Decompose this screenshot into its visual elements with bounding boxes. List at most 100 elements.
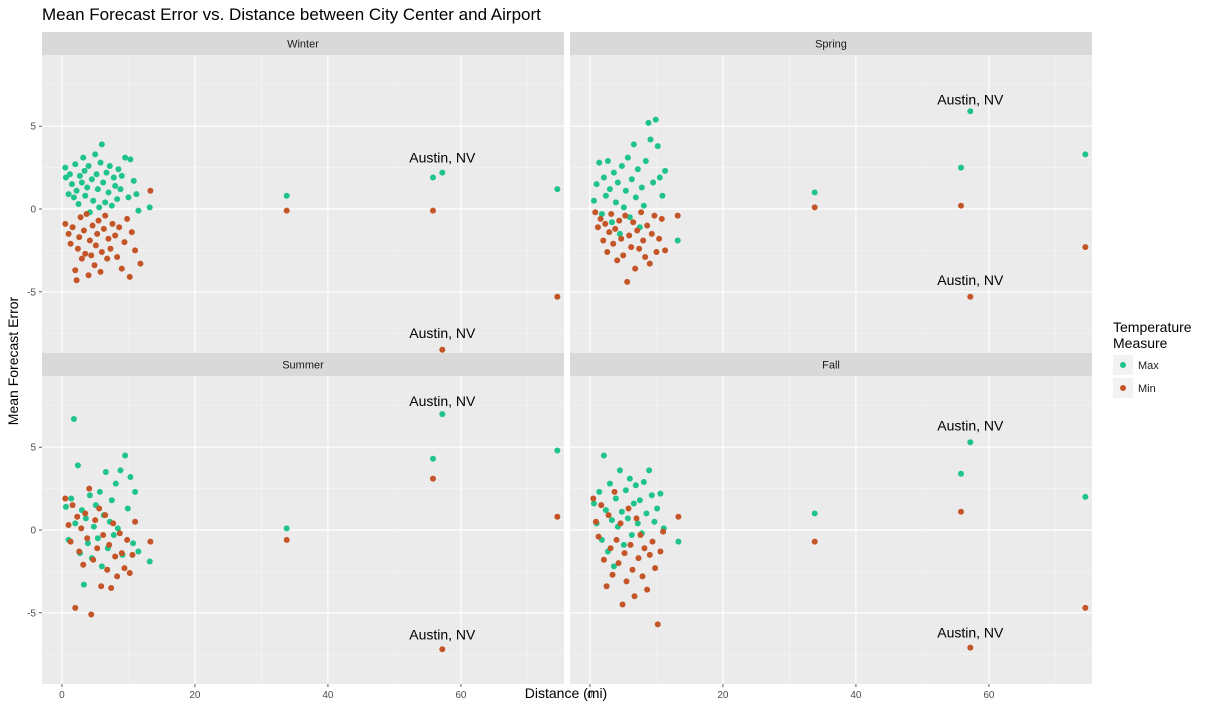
point-max (602, 507, 609, 514)
y-tick-label: -5 (27, 287, 36, 298)
facet-panels: Winter -5 0 5 Austin, NV Austin, NV Spring Aust… (27, 32, 1092, 701)
x-tick-label: 0 (59, 690, 65, 701)
point-min (65, 522, 72, 529)
point-min (114, 254, 121, 261)
point-max (96, 488, 103, 495)
facet-strip (42, 32, 564, 55)
point-min (76, 234, 83, 241)
point-min (618, 235, 625, 242)
point-max (439, 411, 446, 418)
point-min (104, 566, 111, 573)
point-min (88, 611, 95, 618)
point-min (97, 268, 104, 275)
point-min (78, 525, 85, 532)
point-min (77, 214, 84, 221)
point-max (81, 167, 88, 174)
facet-spring: Spring Austin, NV Austin, NV (570, 32, 1092, 363)
point-max (102, 469, 109, 476)
point-annotation: Austin, NV (409, 150, 476, 166)
point-max (76, 172, 83, 179)
x-tick-label: 0 (587, 690, 593, 701)
point-min (92, 517, 99, 524)
point-min (1082, 244, 1089, 251)
point-max (98, 141, 105, 148)
point-min (811, 204, 818, 211)
point-min (91, 262, 98, 269)
point-min (660, 528, 667, 535)
point-min (625, 505, 632, 512)
point-max (654, 143, 661, 150)
point-max (127, 474, 134, 481)
point-max (624, 154, 631, 161)
point-min (639, 573, 646, 580)
point-min (649, 538, 656, 545)
point-max (650, 179, 657, 186)
point-max (651, 518, 658, 525)
point-max (80, 581, 87, 588)
point-annotation: Austin, NV (937, 272, 1004, 288)
point-min (640, 237, 647, 244)
point-min (74, 513, 81, 520)
point-min (642, 254, 649, 261)
point-min (622, 212, 629, 219)
point-max (283, 192, 290, 199)
point-min (132, 247, 139, 254)
point-min (67, 240, 74, 247)
point-min (102, 212, 109, 219)
point-max (608, 517, 615, 524)
point-max (602, 192, 609, 199)
legend-label-max: Max (1138, 360, 1159, 372)
point-min (118, 550, 125, 557)
point-max (110, 174, 117, 181)
point-max (283, 525, 290, 532)
facet-strip-label: Summer (282, 360, 324, 372)
y-axis-label: Mean Forecast Error (5, 296, 21, 425)
point-min (128, 229, 135, 236)
point-max (92, 151, 99, 158)
point-min (430, 207, 437, 214)
point-max (82, 192, 89, 199)
point-max (430, 174, 437, 181)
point-min (554, 293, 561, 300)
facet-summer: Summer -5 0 5 0 20 40 60 Austin, NV Austin, NV (27, 353, 564, 701)
point-min (598, 502, 605, 509)
point-max (636, 497, 643, 504)
point-min (651, 212, 658, 219)
point-max (68, 181, 75, 188)
point-max (630, 500, 637, 507)
point-min (631, 593, 638, 600)
point-min (656, 235, 663, 242)
point-max (97, 159, 104, 166)
point-max (967, 439, 974, 446)
point-min (88, 252, 95, 259)
point-max (98, 563, 105, 570)
point-max (135, 548, 142, 555)
point-min (86, 485, 93, 492)
point-min (112, 553, 119, 560)
point-max (112, 182, 119, 189)
point-max (626, 214, 633, 221)
point-max (554, 447, 561, 454)
point-max (628, 531, 635, 538)
point-max (86, 492, 93, 499)
point-min (619, 601, 626, 608)
point-min (98, 249, 105, 256)
point-min (646, 260, 653, 267)
legend: Temperature Measure Max Min (1113, 319, 1192, 398)
point-min (594, 224, 601, 231)
point-max (430, 455, 437, 462)
point-min (80, 561, 87, 568)
point-min (654, 621, 661, 628)
point-min (611, 488, 618, 495)
legend-label-min: Min (1138, 383, 1156, 395)
facet-strip-label: Spring (815, 39, 847, 51)
point-max (1082, 493, 1089, 500)
point-min (84, 535, 91, 542)
point-min (626, 232, 633, 239)
point-min (605, 512, 612, 519)
point-min (108, 584, 115, 591)
point-min (635, 555, 642, 562)
point-max (630, 141, 637, 148)
point-max (608, 219, 615, 226)
